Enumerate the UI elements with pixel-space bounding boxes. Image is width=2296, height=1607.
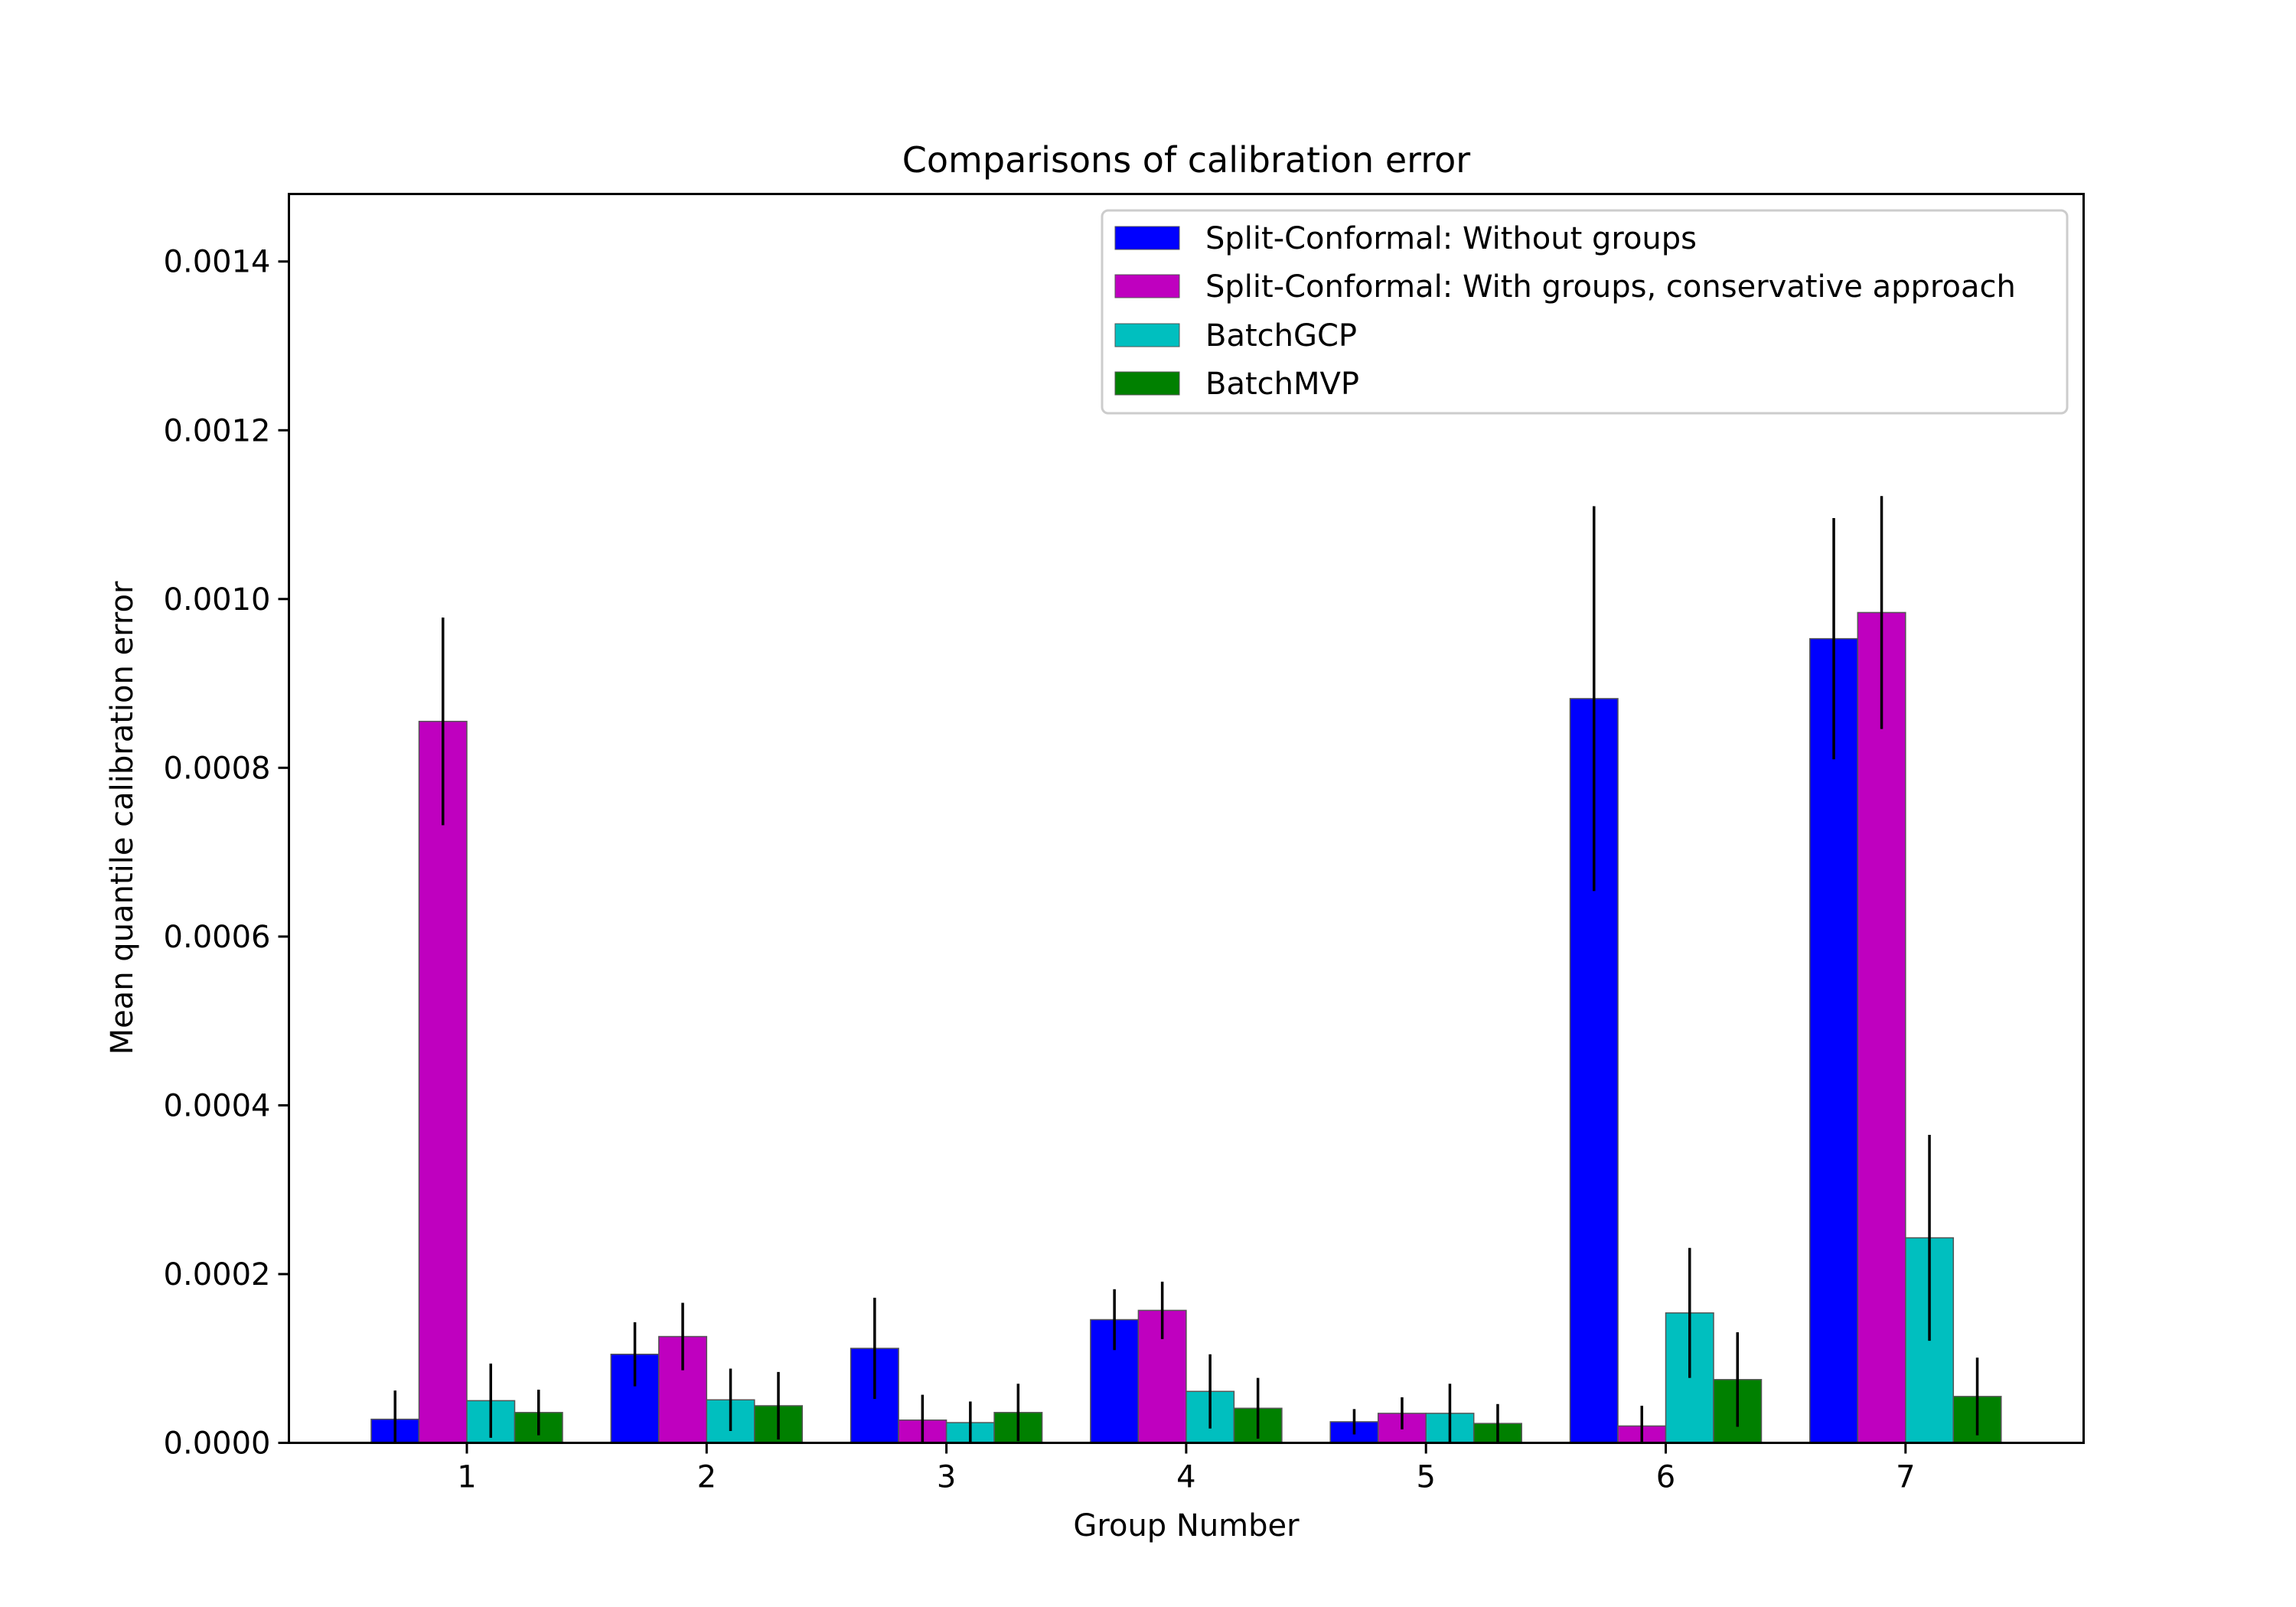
bar-split-conformal-with-groups-conservative-approach-group-7 xyxy=(1857,611,1906,1444)
y-tick-label: 0.0012 xyxy=(164,413,271,448)
x-axis: 1 2 3 4 5 6 7 xyxy=(457,1442,1916,1495)
bar-split-conformal-without-groups-group-7 xyxy=(1809,637,1859,1444)
y-axis: 0.0000 0.0002 0.0004 0.0006 0.0008 0.0010 0.00… xyxy=(164,245,289,1462)
error-bars-layer xyxy=(393,496,1979,1443)
legend-swatch-batchmvp xyxy=(1114,371,1180,396)
legend-box xyxy=(1101,209,2069,415)
legend-swatch-batchgcp xyxy=(1114,323,1180,347)
y-tick-label: 0.0006 xyxy=(164,920,271,955)
x-tick-label: 2 xyxy=(697,1460,716,1495)
y-tick-label: 0.0002 xyxy=(164,1257,271,1292)
x-tick-label: 7 xyxy=(1896,1460,1915,1495)
x-tick-label: 4 xyxy=(1176,1460,1195,1495)
y-tick-label: 0.0008 xyxy=(164,751,271,786)
y-tick-label: 0.0010 xyxy=(164,582,271,618)
x-axis-label: Group Number xyxy=(1073,1508,1300,1543)
x-tick-label: 3 xyxy=(937,1460,956,1495)
chart-title: Comparisons of calibration error xyxy=(902,139,1470,181)
bar-split-conformal-with-groups-conservative-approach-group-1 xyxy=(418,720,468,1444)
y-axis-label: Mean quantile calibration error xyxy=(105,581,140,1054)
y-tick-label: 0.0000 xyxy=(164,1426,271,1462)
legend-label-batchgcp: BatchGCP xyxy=(1205,318,1357,354)
legend-label-split-conformal-without-groups: Split-Conformal: Without groups xyxy=(1205,221,1697,256)
legend: Split-Conformal: Without groups Split-Co… xyxy=(1101,209,2069,415)
x-tick-label: 5 xyxy=(1416,1460,1435,1495)
legend-swatch-split-conformal-with-groups xyxy=(1114,274,1180,298)
x-tick-label: 1 xyxy=(457,1460,476,1495)
legend-label-batchmvp: BatchMVP xyxy=(1205,367,1359,402)
legend-swatch-split-conformal-without-groups xyxy=(1114,226,1180,250)
legend-label-split-conformal-with-groups: Split-Conformal: With groups, conservati… xyxy=(1205,269,2016,305)
x-tick-label: 6 xyxy=(1656,1460,1675,1495)
y-tick-label: 0.0014 xyxy=(164,245,271,280)
y-tick-label: 0.0004 xyxy=(164,1088,271,1123)
